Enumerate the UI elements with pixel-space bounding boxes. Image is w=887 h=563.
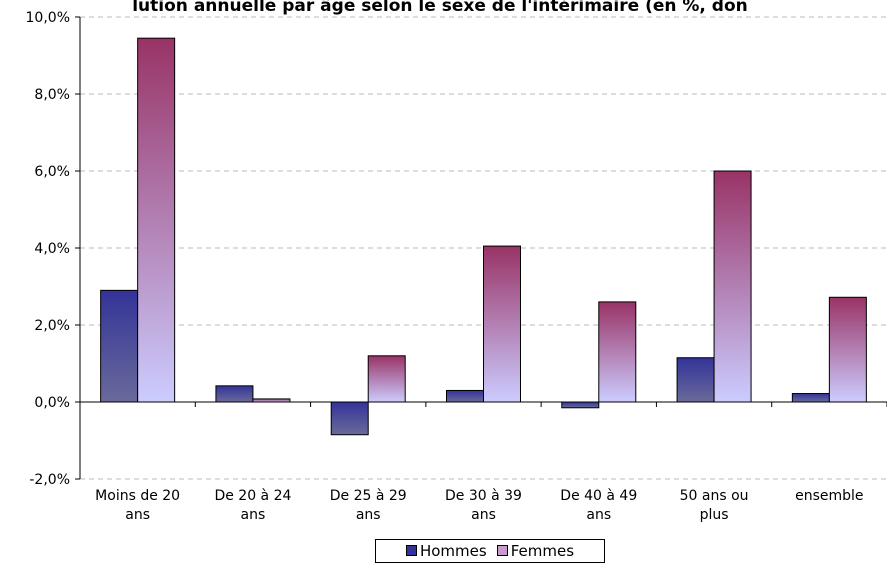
bar (137, 37, 176, 403)
bar (367, 355, 406, 403)
y-tick-label: -2,0% (29, 472, 70, 488)
chart-title: lution annuelle par âge selon le sexe de… (132, 0, 748, 16)
y-tick-label: 10,0% (26, 10, 70, 26)
bar (828, 296, 867, 403)
bar (713, 170, 752, 403)
bar (676, 357, 715, 403)
bar (446, 389, 484, 403)
bar (791, 393, 830, 403)
x-tick-label: De 25 à 29 ans (329, 488, 407, 523)
bar (483, 245, 521, 403)
legend-item: Femmes (496, 542, 575, 560)
bar (598, 301, 637, 403)
y-tick-label: 8,0% (34, 87, 70, 103)
bar (252, 398, 291, 403)
legend-item: Hommes (405, 542, 487, 560)
y-tick-label: 6,0% (34, 164, 70, 180)
y-tick-label: 2,0% (34, 318, 70, 334)
x-tick-label: De 40 à 49 ans (560, 488, 638, 523)
y-tick-label: 0,0% (34, 395, 70, 411)
x-tick-label: Moins de 20 ans (95, 488, 181, 523)
legend: Hommes Femmes (375, 539, 605, 563)
bar (330, 401, 369, 436)
legend-swatch (496, 545, 508, 556)
legend-swatch (405, 545, 417, 556)
legend-label: Femmes (510, 542, 575, 560)
legend-label: Hommes (419, 542, 487, 560)
bar (100, 289, 139, 403)
x-tick-label: 50 ans ou plus (679, 488, 749, 523)
bar (215, 385, 254, 403)
x-tick-label: De 20 à 24 ans (214, 488, 292, 523)
y-tick-label: 4,0% (34, 241, 70, 257)
bar (561, 401, 600, 409)
x-tick-label: ensemble (795, 488, 864, 504)
x-tick-label: De 30 à 39 ans (445, 488, 522, 523)
